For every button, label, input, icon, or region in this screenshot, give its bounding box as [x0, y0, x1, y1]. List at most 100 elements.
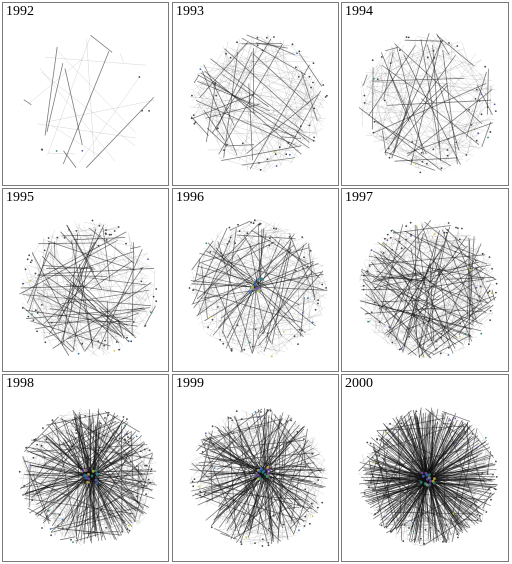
node	[376, 462, 379, 464]
edge	[204, 326, 240, 343]
node	[30, 464, 32, 467]
edge	[38, 296, 55, 323]
hub-edge	[62, 282, 72, 346]
node	[475, 139, 478, 142]
edge	[207, 271, 210, 311]
node	[274, 153, 277, 156]
node	[269, 409, 272, 412]
node	[468, 268, 471, 271]
edge	[55, 48, 136, 133]
edge	[373, 83, 487, 134]
edge	[290, 506, 311, 529]
edge	[74, 221, 122, 351]
node	[147, 258, 149, 260]
edge	[443, 84, 494, 162]
edge	[197, 81, 314, 107]
node	[49, 528, 52, 530]
edge	[474, 294, 495, 319]
node	[449, 419, 451, 422]
edge	[273, 234, 312, 257]
edge	[239, 58, 312, 143]
hub-edge	[86, 470, 157, 473]
edge	[286, 413, 326, 461]
edge	[98, 248, 143, 350]
edge	[194, 258, 201, 282]
node	[57, 525, 59, 527]
edge	[390, 41, 461, 64]
edge	[277, 440, 287, 538]
node	[312, 62, 315, 64]
node	[296, 431, 299, 433]
node	[301, 236, 304, 238]
edge	[470, 65, 479, 86]
hub-edge	[88, 478, 112, 528]
hub-edge	[195, 464, 262, 469]
node	[118, 437, 121, 440]
node	[313, 107, 316, 110]
node	[422, 342, 425, 345]
node	[301, 329, 303, 332]
hub-edge	[75, 472, 88, 528]
edge	[289, 247, 310, 254]
hub-node	[426, 484, 430, 487]
edge	[260, 219, 283, 231]
edge	[196, 84, 300, 159]
node	[469, 299, 472, 302]
edge	[45, 233, 62, 261]
node	[267, 542, 270, 544]
hub-edge	[259, 420, 297, 472]
hub-edge	[102, 227, 111, 283]
hub-edge	[265, 475, 323, 489]
edge	[252, 442, 319, 542]
node	[479, 514, 481, 517]
node	[218, 446, 220, 449]
edge	[63, 150, 77, 168]
node	[426, 162, 428, 165]
node	[136, 495, 138, 498]
edge	[239, 278, 302, 354]
edge	[54, 501, 142, 527]
node	[194, 121, 197, 123]
edge	[376, 286, 490, 296]
edge	[192, 241, 275, 283]
edge	[360, 276, 483, 303]
edge	[47, 100, 155, 123]
edge	[99, 409, 111, 423]
node	[264, 417, 266, 420]
node	[440, 167, 443, 170]
node	[481, 252, 484, 255]
edge	[237, 48, 245, 51]
hub-edge	[20, 285, 88, 289]
edge	[263, 77, 320, 170]
hub-edge	[395, 269, 430, 325]
edge	[303, 481, 323, 529]
node	[480, 93, 483, 96]
edge	[402, 413, 452, 421]
node	[432, 50, 435, 52]
edge	[48, 421, 124, 434]
edge	[72, 409, 139, 504]
node	[456, 533, 459, 535]
node	[400, 422, 403, 425]
hub-edge	[425, 478, 477, 482]
hub-node	[266, 475, 269, 478]
edge	[264, 140, 298, 172]
node	[494, 488, 497, 491]
node	[387, 147, 390, 150]
node	[251, 345, 254, 348]
node	[124, 433, 127, 436]
node	[308, 75, 311, 78]
node	[258, 223, 261, 226]
edge	[202, 301, 314, 325]
node	[380, 524, 383, 527]
node	[104, 417, 106, 419]
node	[115, 507, 118, 510]
edge	[75, 460, 143, 518]
node	[261, 545, 264, 547]
edge	[414, 158, 464, 168]
edge	[76, 223, 145, 325]
edge	[39, 298, 118, 333]
edge	[374, 137, 446, 170]
edge	[136, 292, 149, 318]
